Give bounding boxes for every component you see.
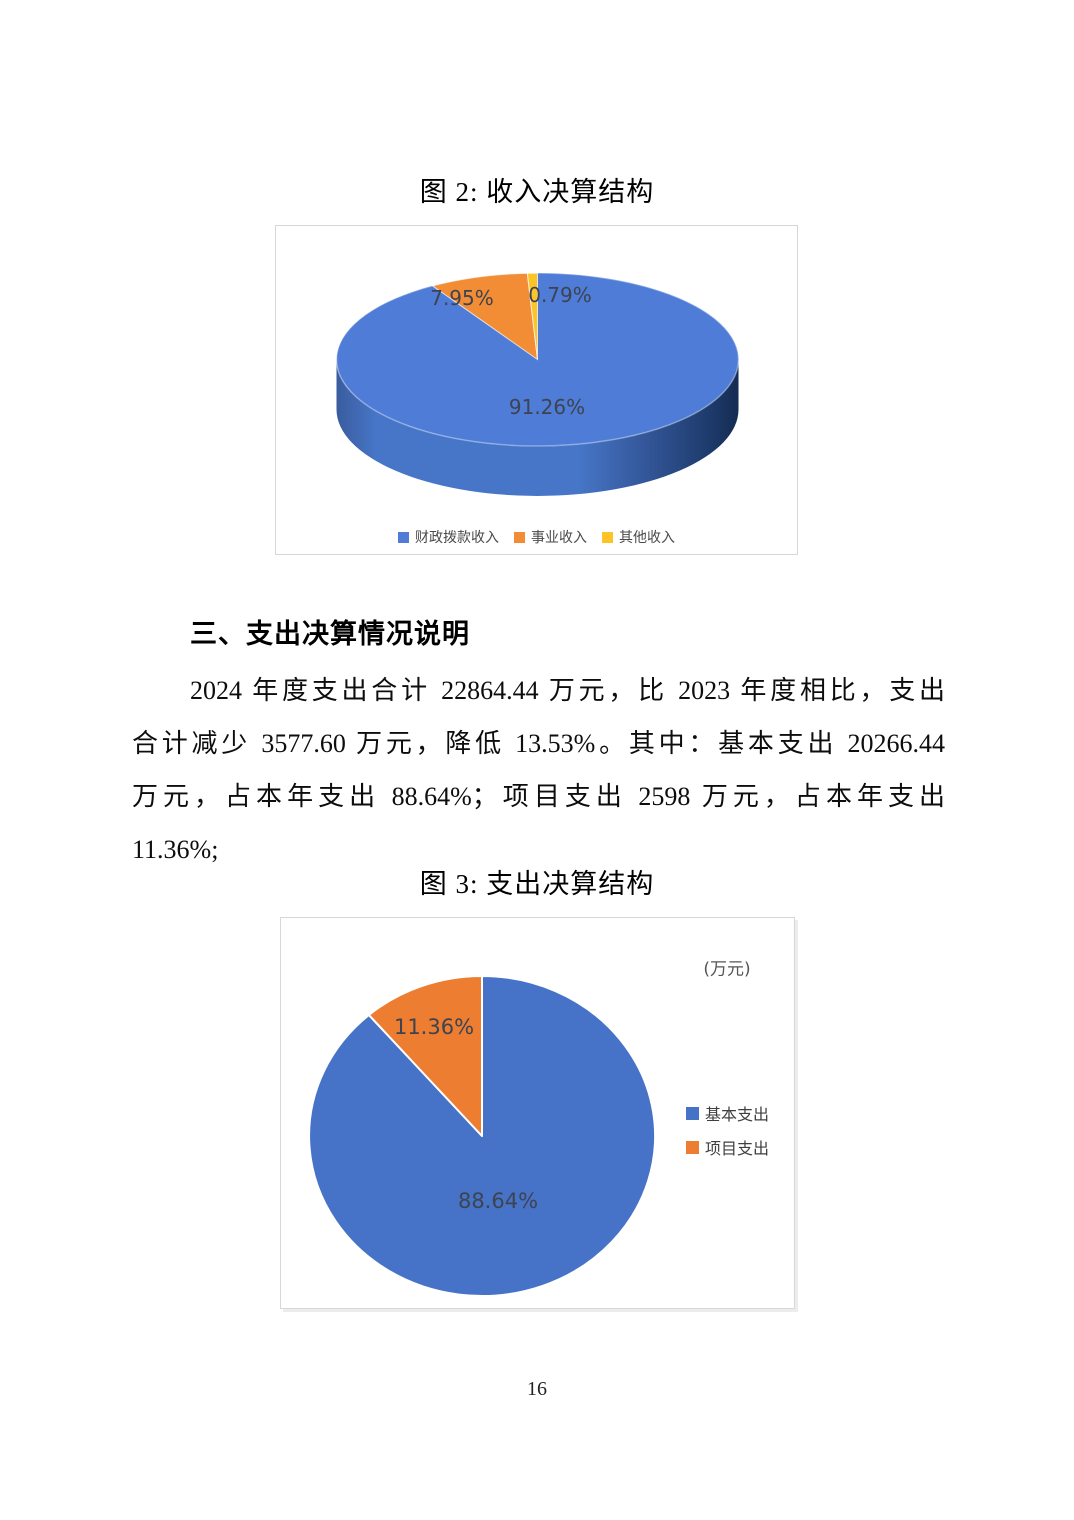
legend-swatch-orange-icon (686, 1140, 699, 1154)
legend-swatch-blue-icon (686, 1106, 699, 1120)
legend-swatch-orange-icon (514, 531, 525, 543)
figure3-label-main: 88.64% (457, 1189, 539, 1213)
legend-label: 事业收入 (531, 530, 587, 546)
figure3-chart: (万元) 11.36% 88.64% 基本支出 项目支出 (280, 917, 795, 1309)
section-heading: 三、支出决算情况说明 (190, 619, 470, 649)
figure3-label-secondary: 11.36% (393, 1015, 475, 1039)
pie-side-wall (336, 359, 739, 496)
legend-label: 财政拨款收入 (415, 530, 499, 546)
figure2-legend: 财政拨款收入 事业收入 其他收入 (276, 526, 797, 548)
legend-item-business: 事业收入 (514, 527, 587, 547)
figure2-label-main: 91.26% (508, 395, 586, 419)
legend-label: 其他收入 (619, 530, 675, 546)
figure3-legend: 基本支出 项目支出 (686, 1101, 769, 1159)
pie-slice-other (526, 272, 538, 360)
figure2-label-secondary: 7.95% (430, 286, 494, 310)
pie-slice-business (431, 272, 539, 361)
legend-item-project: 项目支出 (686, 1135, 769, 1159)
figure2-chart: 7.95% 0.79% 91.26% 财政拨款收入 事业收入 其他收入 (275, 225, 798, 555)
figure3-title: 图 3: 支出决算结构 (419, 869, 655, 899)
legend-label: 项目支出 (705, 1139, 770, 1158)
figure2-pie-3d-icon (335, 272, 740, 496)
body-paragraph: 2024 年度支出合计 22864.44 万元，比 2023 年度相比，支出 合… (132, 664, 945, 876)
figure2-title: 图 2: 收入决算结构 (419, 177, 655, 207)
legend-swatch-blue-icon (398, 531, 409, 543)
legend-item-fiscal: 财政拨款收入 (398, 527, 499, 547)
pie-rim-highlight (335, 272, 740, 447)
legend-swatch-yellow-icon (602, 531, 613, 543)
figure2-label-small: 0.79% (528, 283, 592, 307)
paragraph-line: 合计减少 3577.60 万元，降低 13.53%。其中：基本支出 20266.… (132, 729, 945, 758)
paragraph-line: 万元，占本年支出 88.64%；项目支出 2598 万元，占本年支出 (132, 782, 945, 811)
legend-label: 基本支出 (705, 1105, 770, 1124)
page-number: 16 (527, 1378, 547, 1400)
figure3-unit-label: (万元) (703, 959, 751, 980)
figure3-pie-icon (308, 975, 657, 1297)
paragraph-line: 11.36%; (132, 835, 219, 864)
legend-item-basic: 基本支出 (686, 1101, 769, 1125)
legend-item-other: 其他收入 (602, 527, 675, 547)
paragraph-line: 2024 年度支出合计 22864.44 万元，比 2023 年度相比，支出 (190, 676, 945, 705)
pie-slice-project (367, 975, 483, 1137)
